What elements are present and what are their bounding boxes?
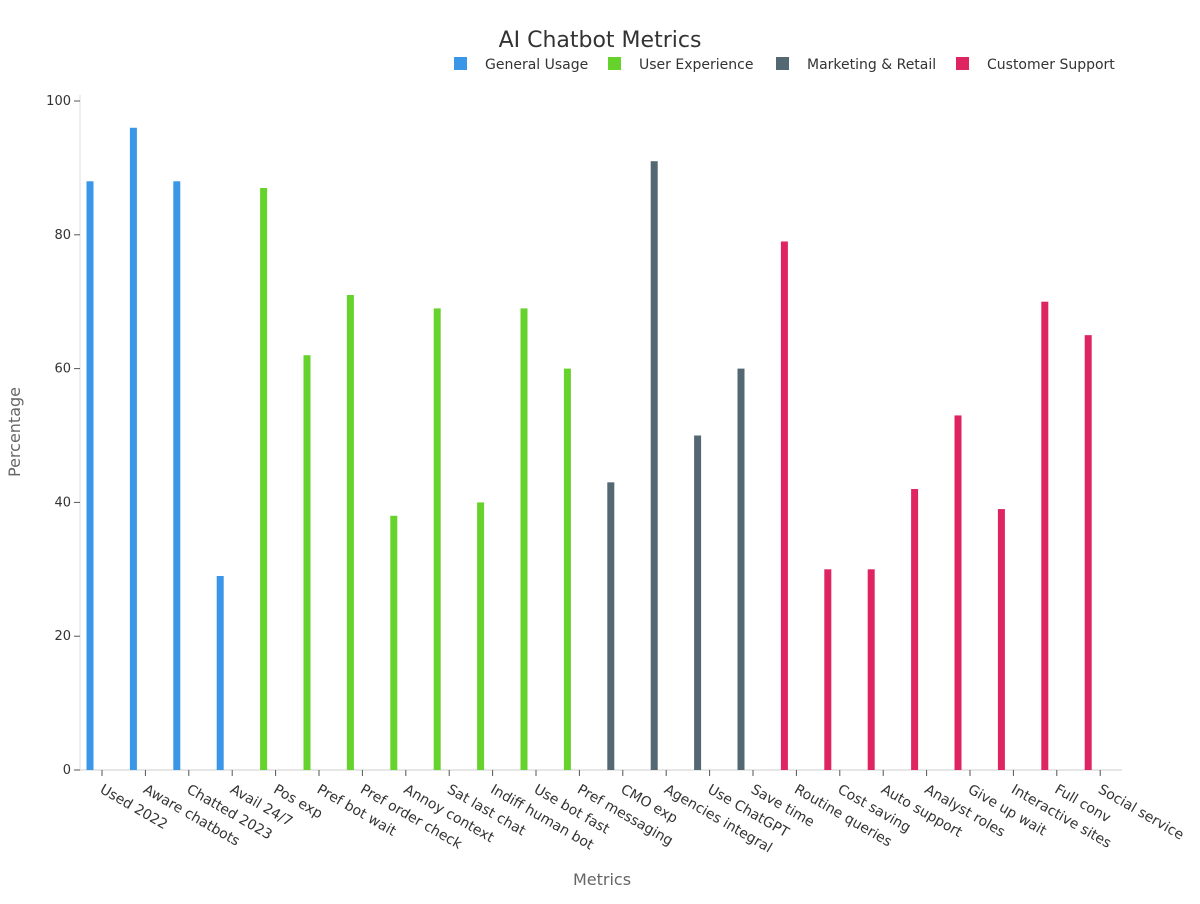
y-tick-label: 40	[54, 495, 71, 510]
y-tick-label: 20	[54, 629, 71, 644]
bar	[954, 415, 962, 770]
axes	[79, 95, 1122, 771]
bar	[997, 509, 1005, 770]
bar	[86, 181, 94, 770]
bars	[86, 127, 1092, 771]
bar	[520, 308, 528, 770]
bar	[260, 187, 268, 771]
bar	[173, 181, 181, 770]
bar	[1041, 301, 1049, 770]
bar	[694, 435, 702, 770]
chart-title: AI Chatbot Metrics	[499, 28, 702, 53]
bar	[129, 127, 137, 770]
legend-swatch	[454, 57, 467, 70]
bar	[477, 502, 485, 770]
bar	[780, 241, 788, 771]
x-axis-title: Metrics	[573, 870, 631, 889]
y-tick-label: 80	[54, 228, 71, 243]
legend-label: Marketing & Retail	[807, 57, 936, 73]
y-tick-label: 60	[54, 362, 71, 377]
bar	[737, 368, 745, 770]
bar	[867, 569, 875, 770]
legend-swatch	[776, 57, 789, 70]
y-tick-labels: 0 20 40 60 80 100	[46, 94, 80, 778]
legend-label: User Experience	[639, 57, 753, 73]
legend: General Usage User Experience Marketing & …	[454, 57, 1115, 73]
bar	[650, 161, 658, 770]
bar	[303, 355, 311, 770]
bar	[216, 575, 224, 770]
y-tick-label: 0	[63, 763, 71, 778]
bar	[1084, 335, 1092, 770]
bar	[911, 489, 919, 770]
bar	[824, 569, 832, 770]
bar	[563, 368, 571, 770]
bar	[346, 295, 354, 770]
y-tick-label: 100	[46, 94, 71, 109]
bar	[607, 482, 615, 770]
bar	[433, 308, 441, 770]
legend-swatch	[608, 57, 621, 70]
legend-swatch	[956, 57, 969, 70]
bar	[390, 515, 398, 770]
legend-label: Customer Support	[987, 57, 1115, 73]
y-axis-title: Percentage	[5, 387, 24, 477]
legend-label: General Usage	[485, 57, 588, 73]
